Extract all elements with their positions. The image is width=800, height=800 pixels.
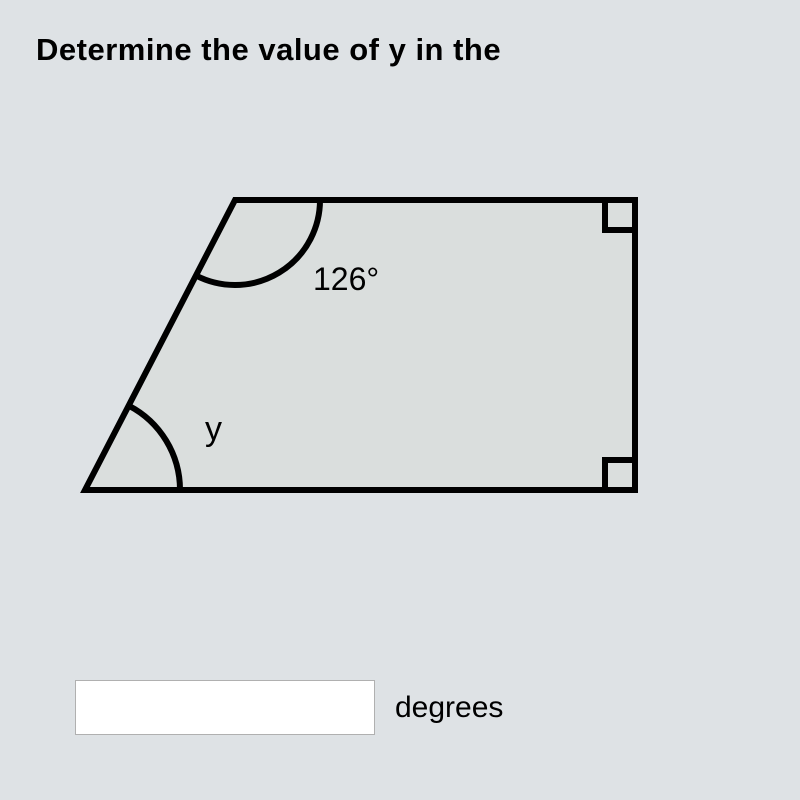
figure-svg: 126° y: [75, 190, 655, 520]
question-text: Determine the value of y in the: [36, 32, 501, 68]
svg-text:126°: 126°: [313, 261, 379, 297]
answer-row: degrees: [75, 680, 503, 735]
answer-input[interactable]: [75, 680, 375, 735]
svg-text:y: y: [205, 410, 222, 448]
degrees-label: degrees: [395, 691, 503, 725]
geometry-figure: 126° y: [75, 190, 655, 520]
